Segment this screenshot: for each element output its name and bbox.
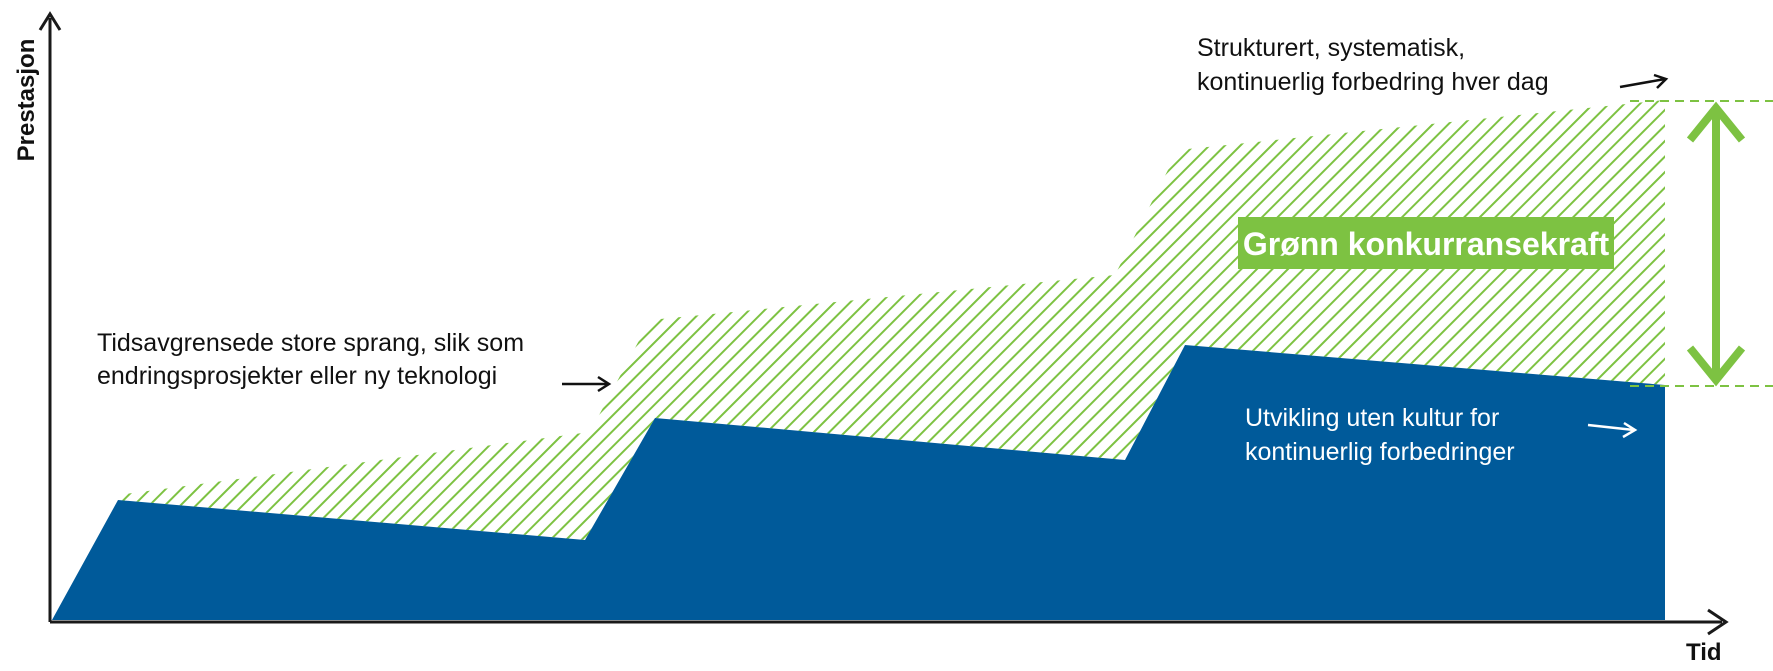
leaps-annotation: Tidsavgrensede store sprang, slik som en… bbox=[97, 329, 612, 393]
badge-label: Grønn konkurransekraft bbox=[1243, 226, 1610, 262]
competitiveness-arrow-icon bbox=[1686, 101, 1746, 387]
axes bbox=[38, 11, 1729, 636]
structured-line-2: kontinuerlig forbedring hver dag bbox=[1197, 68, 1549, 96]
without-culture-arrow-icon bbox=[1587, 421, 1638, 439]
badge-background bbox=[1238, 217, 1614, 269]
leaps-line-2: endringsprosjekter eller ny teknologi bbox=[97, 362, 497, 390]
structured-annotation: Strukturert, systematisk, kontinuerlig f… bbox=[1197, 34, 1669, 96]
x-axis-arrow-icon bbox=[1707, 608, 1729, 636]
without-culture-annotation: Utvikling uten kultur for kontinuerlig f… bbox=[1245, 404, 1638, 466]
structured-arrow-icon bbox=[1619, 73, 1669, 89]
leaps-line-1: Tidsavgrensede store sprang, slik som bbox=[97, 329, 524, 357]
y-axis-arrow-icon bbox=[38, 11, 62, 31]
leaps-arrow-icon bbox=[562, 375, 612, 393]
without-culture-line-1: Utvikling uten kultur for bbox=[1245, 404, 1499, 432]
without-culture-line-2: kontinuerlig forbedringer bbox=[1245, 438, 1515, 466]
y-axis-label: Prestasjon bbox=[13, 39, 40, 162]
structured-line-1: Strukturert, systematisk, bbox=[1197, 34, 1465, 62]
without-culture-area bbox=[52, 345, 1665, 620]
structured-improvement-area bbox=[118, 100, 1665, 540]
x-axis-label: Tid bbox=[1686, 639, 1722, 666]
